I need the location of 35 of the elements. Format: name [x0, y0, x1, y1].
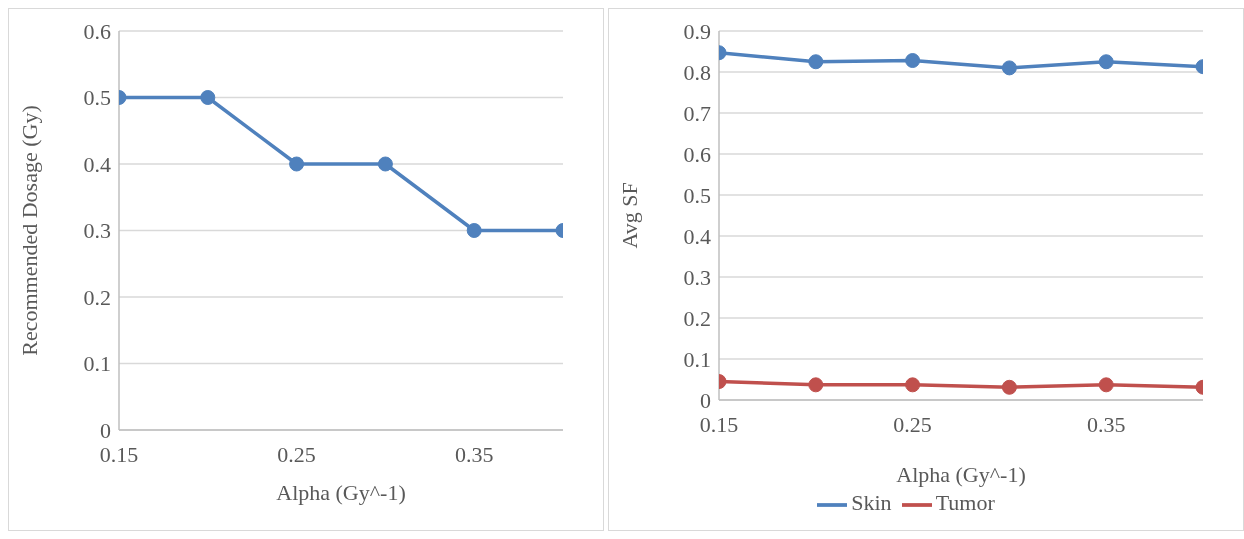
x-axis-title: Alpha (Gy^-1) [896, 462, 1026, 487]
y-tick-label: 0.5 [83, 85, 111, 111]
legend-label: Skin [851, 490, 892, 516]
y-tick-label: 0.2 [83, 284, 111, 310]
y-tick-label: 0.5 [683, 182, 711, 208]
y-axis-title: Avg SF [616, 182, 642, 249]
point [1001, 60, 1017, 76]
x-tick-label: 0.25 [893, 411, 932, 437]
y-tick-label: 0 [700, 387, 711, 413]
x-tick-label: 0.15 [99, 441, 139, 467]
y-tick-label: 0.7 [683, 100, 711, 126]
point [289, 156, 305, 172]
y-tick-label: 0.6 [683, 141, 711, 167]
y-tick-label: 0.1 [683, 346, 711, 372]
y-tick-label: 0.1 [83, 351, 111, 377]
x-tick-label: 0.15 [699, 411, 739, 437]
x-tick-label: 0.35 [454, 441, 494, 467]
y-axis-title: Recommended Dosage (Gy) [16, 105, 42, 356]
point [1001, 379, 1017, 395]
point [905, 53, 921, 69]
x-axis-title: Alpha (Gy^-1) [276, 480, 406, 505]
y-tick-label: 0.6 [83, 18, 111, 44]
y-tick-label: 0.3 [83, 218, 111, 244]
y-tick-label: 0.4 [683, 223, 711, 249]
x-tick-label: 0.25 [277, 441, 316, 467]
y-tick-label: 0.4 [83, 151, 111, 177]
legend-label: Tumor [935, 490, 995, 516]
point [377, 156, 393, 172]
x-tick-label: 0.35 [1086, 411, 1126, 437]
y-tick-label: 0.2 [683, 305, 711, 331]
y-tick-label: 0.8 [683, 59, 711, 85]
y-tick-label: 0 [100, 417, 111, 443]
y-tick-label: 0.3 [683, 264, 711, 290]
y-tick-label: 0.9 [683, 18, 711, 44]
point [905, 377, 921, 393]
